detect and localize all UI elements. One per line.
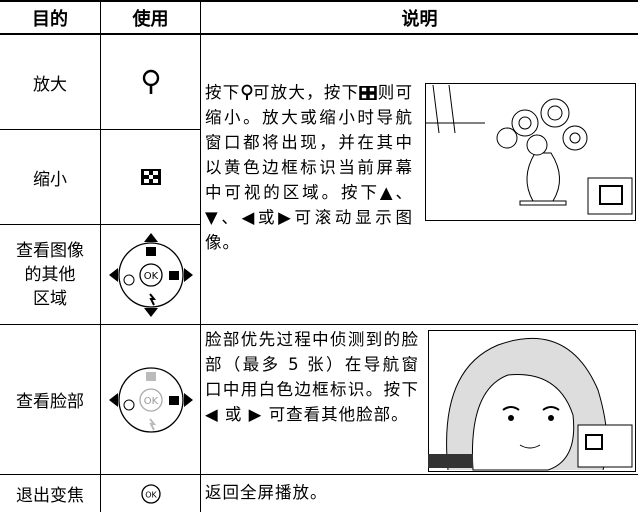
text: 按下 [205, 83, 241, 102]
purpose-line: 查看图像 [16, 240, 84, 261]
border [0, 324, 638, 325]
border [100, 0, 101, 512]
thumbnail-icon [101, 130, 200, 224]
header-cell: 目的 [32, 8, 68, 30]
border [200, 0, 201, 512]
text: 可放大，按下 [252, 83, 360, 102]
purpose: 放大 [33, 74, 67, 95]
header-cell: 使用 [132, 8, 169, 30]
header-cell: 说明 [401, 8, 438, 30]
svg-text:OK: OK [145, 490, 157, 499]
purpose-line: 区域 [33, 288, 67, 309]
border [0, 0, 638, 2]
ok-button-icon: OK [101, 475, 200, 512]
description: 脸部优先过程中侦测到的脸部（最多 5 张）在导航窗口中用白色边框标识。按下◀ 或… [205, 330, 419, 424]
text: 则可缩小。放大或缩小时导航窗口都将出现，并在其中以黄色边框标识当前屏幕中可视的区… [205, 83, 414, 252]
purpose: 查看图像 的其他 区域 [0, 225, 100, 324]
purpose-line: 的其他 [24, 264, 76, 285]
thumbnail-icon [359, 86, 378, 100]
border [0, 474, 638, 475]
multi-selector-icon: OK [101, 325, 200, 474]
purpose: 缩小 [33, 169, 67, 190]
description: 返回全屏播放。 [205, 483, 328, 502]
zoom-in-icon [101, 35, 200, 129]
zoom-in-icon [241, 84, 252, 100]
purpose: 退出变焦 [16, 486, 84, 506]
svg-text:OK: OK [143, 396, 158, 407]
face-illustration [428, 330, 636, 472]
zoom-illustration [425, 83, 636, 221]
description: 按下 可放大，按下 则可缩小。放大或缩小时导航窗口都将出现，并在其中以黄色边框标识当… [205, 80, 413, 255]
purpose: 查看脸部 [16, 392, 84, 412]
multi-selector-icon: OK [101, 225, 200, 324]
border [0, 33, 638, 35]
svg-text:OK: OK [143, 271, 158, 282]
